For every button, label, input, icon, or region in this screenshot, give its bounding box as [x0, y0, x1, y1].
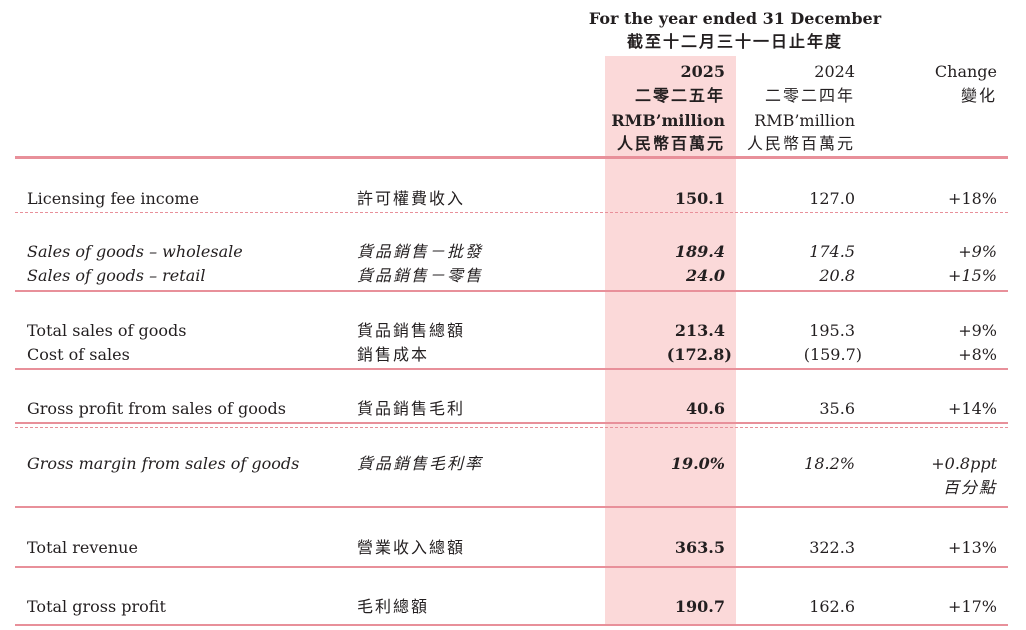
row-total-gross-profit-en: Total gross profit [27, 597, 166, 616]
highlight-2025-column [605, 56, 736, 626]
divider-solid [15, 566, 1008, 568]
col-2024-year: 2024 [814, 62, 855, 81]
row-gross-profit-goods-en: Gross profit from sales of goods [27, 399, 286, 418]
period-heading-zh: 截至十二月三十一日止年度 [626, 32, 843, 51]
divider-dashed [15, 427, 1008, 428]
col-2025-unit-zh: 人民幣百萬元 [616, 134, 725, 153]
row-licensing-2025: 150.1 [674, 189, 725, 208]
row-licensing-change: +18% [948, 189, 997, 208]
table-bottom-rule [15, 624, 1008, 626]
col-2024-year-zh: 二零二四年 [764, 86, 855, 105]
divider-solid [15, 368, 1008, 370]
row-retail-2024: 20.8 [819, 266, 855, 285]
row-gross-margin-en: Gross margin from sales of goods [27, 454, 300, 473]
col-change-label-zh: 變化 [960, 86, 997, 105]
row-gross-profit-goods-2025: 40.6 [686, 399, 725, 418]
row-gross-margin-zh: 貨品銷售毛利率 [357, 454, 484, 473]
row-gross-margin-change: +0.8ppt [931, 454, 997, 473]
col-2025-unit: RMB’million [611, 111, 725, 130]
row-gross-margin-2025: 19.0% [670, 454, 725, 473]
row-wholesale-zh: 貨品銷售－批發 [357, 242, 484, 261]
row-wholesale-change: +9% [958, 242, 997, 261]
divider-dashed [15, 212, 1008, 213]
row-cost-of-sales-zh: 銷售成本 [357, 345, 430, 364]
row-total-revenue-2024: 322.3 [809, 538, 855, 557]
row-wholesale-en: Sales of goods – wholesale [27, 242, 243, 261]
divider-solid [15, 422, 1008, 424]
row-total-gross-profit-2024: 162.6 [809, 597, 855, 616]
divider-solid [15, 290, 1008, 292]
row-gross-profit-goods-change: +14% [948, 399, 997, 418]
period-heading-en: For the year ended 31 December [588, 9, 882, 28]
row-cost-of-sales-en: Cost of sales [27, 345, 130, 364]
row-total-sales-zh: 貨品銷售總額 [357, 321, 466, 340]
row-total-revenue-2025: 363.5 [674, 538, 725, 557]
col-2025-year: 2025 [680, 62, 725, 81]
row-total-sales-2024: 195.3 [809, 321, 855, 340]
row-total-sales-en: Total sales of goods [27, 321, 187, 340]
row-licensing-en: Licensing fee income [27, 189, 200, 208]
row-wholesale-2024: 174.5 [809, 242, 855, 261]
row-total-gross-profit-change: +17% [948, 597, 997, 616]
row-cost-of-sales-change: +8% [958, 345, 997, 364]
col-2024-unit: RMB’million [754, 111, 855, 130]
row-retail-zh: 貨品銷售－零售 [357, 266, 484, 285]
row-retail-2025: 24.0 [686, 266, 725, 285]
row-gross-profit-goods-zh: 貨品銷售毛利 [357, 399, 466, 418]
row-gross-margin-2024: 18.2% [804, 454, 855, 473]
row-retail-change: +15% [948, 266, 997, 285]
row-licensing-zh: 許可權費收入 [357, 189, 466, 208]
row-total-revenue-zh: 營業收入總額 [357, 538, 466, 557]
row-retail-en: Sales of goods – retail [27, 266, 206, 285]
col-2025-year-zh: 二零二五年 [634, 86, 725, 105]
row-wholesale-2025: 189.4 [674, 242, 725, 261]
row-total-sales-change: +9% [958, 321, 997, 340]
row-gross-margin-change-unit: 百分點 [942, 478, 997, 497]
row-total-gross-profit-zh: 毛利總額 [357, 597, 430, 616]
header-rule [15, 156, 1008, 159]
col-change-label: Change [934, 62, 997, 81]
row-licensing-2024: 127.0 [809, 189, 855, 208]
row-total-revenue-en: Total revenue [27, 538, 138, 557]
row-total-sales-2025: 213.4 [674, 321, 725, 340]
row-cost-of-sales-2025: (172.8) [666, 345, 732, 364]
row-total-revenue-change: +13% [948, 538, 997, 557]
divider-solid [15, 506, 1008, 508]
row-gross-profit-goods-2024: 35.6 [819, 399, 855, 418]
col-2024-unit-zh: 人民幣百萬元 [746, 134, 855, 153]
row-total-gross-profit-2025: 190.7 [674, 597, 725, 616]
row-cost-of-sales-2024: (159.7) [803, 345, 862, 364]
